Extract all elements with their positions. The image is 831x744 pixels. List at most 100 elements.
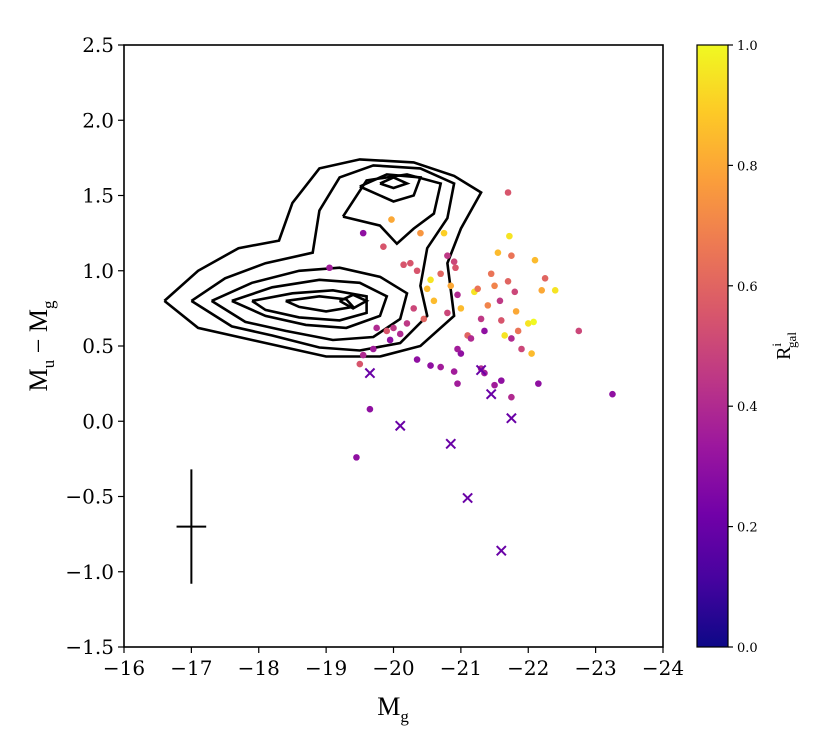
- scatter-point: [427, 276, 434, 284]
- scatter-point: [440, 229, 448, 237]
- scatter-point: [531, 256, 539, 264]
- scatter-point: [396, 330, 404, 338]
- y-tick-label: 1.0: [82, 259, 114, 283]
- contour-line: [231, 278, 389, 330]
- scatter-point: [437, 363, 444, 371]
- scatter-point: [491, 282, 498, 290]
- scatter-point: [359, 351, 367, 359]
- y-tick-label: −1.0: [65, 560, 114, 584]
- galaxy-crosses: [364, 364, 517, 556]
- scatter-point: [427, 362, 434, 369]
- contour-line: [379, 175, 411, 190]
- scatter-cross: [475, 364, 487, 376]
- scatter-point: [413, 356, 421, 363]
- x-tick-label: −19: [305, 656, 347, 680]
- scatter-point: [498, 317, 505, 324]
- scatter-cross-stroke: [445, 438, 457, 450]
- colorbar-ticks: 0.0 0.2 0.4 0.6 0.8 1.0: [728, 39, 758, 656]
- scatter-point: [450, 368, 458, 375]
- colorbar-tick-label: 0.0: [737, 641, 758, 656]
- scatter-point: [437, 270, 444, 278]
- y-tick-label: 2.5: [82, 33, 114, 57]
- scatter-cross-stroke: [462, 492, 473, 504]
- scatter-point: [326, 264, 333, 272]
- scatter-point: [498, 377, 505, 384]
- contour-line: [163, 158, 483, 358]
- scatter-point: [551, 287, 559, 294]
- scatter-cross: [485, 388, 497, 400]
- scatter-cross-stroke: [364, 367, 376, 379]
- contour-line: [341, 173, 443, 246]
- colorbar-tick-label: 0.8: [737, 159, 758, 174]
- scatter-point: [413, 267, 421, 275]
- colorbar-frame: [696, 44, 729, 648]
- scatter-point: [369, 345, 377, 353]
- scatter-point: [366, 405, 374, 413]
- scatter-point: [487, 270, 495, 278]
- y-tick-label: −1.5: [65, 635, 114, 659]
- scatter-point: [530, 318, 537, 326]
- scatter-cross: [462, 492, 473, 504]
- scatter-point: [524, 320, 532, 327]
- error-bar: [176, 469, 207, 584]
- scatter-cross-stroke: [495, 545, 507, 556]
- scatter-point: [390, 324, 397, 332]
- x-tick-label: −20: [372, 656, 414, 680]
- scatter-point: [504, 277, 512, 285]
- colorbar-tick-label: 1.0: [737, 39, 758, 54]
- scatter-point: [535, 380, 542, 387]
- scatter-point: [518, 345, 525, 353]
- scatter-point: [484, 302, 492, 309]
- scatter-point: [380, 243, 387, 250]
- colorbar-tick-label: 0.2: [737, 521, 758, 536]
- scatter-point: [609, 390, 616, 398]
- scatter-point: [403, 320, 411, 327]
- contour-line: [190, 164, 456, 352]
- x-axis-title: Mg: [377, 692, 409, 726]
- scatter-point: [454, 345, 461, 353]
- scatter-point: [383, 327, 391, 335]
- scatter-point: [444, 309, 451, 317]
- contour-line: [359, 173, 423, 203]
- scatter-point: [512, 308, 520, 315]
- x-tick-label: −17: [170, 656, 212, 680]
- scatter-point: [444, 252, 451, 259]
- colorbar: [697, 45, 728, 647]
- scatter-point: [410, 305, 418, 312]
- scatter-cross: [394, 420, 406, 432]
- scatter-point: [491, 381, 498, 389]
- y-tick-label: −0.5: [65, 485, 114, 509]
- scatter-point: [388, 216, 395, 223]
- scatter-cross: [364, 367, 376, 379]
- scatter-point: [508, 335, 515, 342]
- scatter-point: [359, 229, 367, 237]
- scatter-point: [508, 393, 515, 401]
- galaxy-points: [326, 189, 616, 461]
- scatter-point: [474, 285, 482, 293]
- scatter-cross-stroke: [475, 364, 487, 376]
- contour-line: [210, 266, 409, 342]
- scatter-point: [457, 350, 465, 357]
- scatter-point: [457, 305, 465, 312]
- scatter-point: [511, 288, 519, 296]
- scatter-point: [477, 365, 485, 372]
- scatter-point: [356, 360, 364, 368]
- y-tick-label: 0.5: [82, 334, 114, 358]
- scatter-point: [452, 264, 459, 272]
- scatter-point: [353, 454, 360, 461]
- scatter-cross-stroke: [485, 388, 497, 400]
- scatter-point: [386, 336, 394, 344]
- x-tick-label: −22: [507, 656, 549, 680]
- x-tick-label: −24: [642, 656, 684, 680]
- scatter-point: [508, 252, 515, 259]
- scatter-point: [423, 285, 431, 293]
- scatter-point: [481, 327, 488, 335]
- y-axis-title: Mu − Mg: [24, 300, 58, 391]
- contour-line: [285, 294, 356, 313]
- colorbar-title: Rigal: [769, 332, 799, 360]
- x-tick-label: −18: [238, 656, 280, 680]
- scatter-point: [407, 259, 414, 267]
- scatter-point: [373, 324, 380, 332]
- scatter-point: [538, 287, 546, 294]
- scatter-point: [541, 274, 549, 282]
